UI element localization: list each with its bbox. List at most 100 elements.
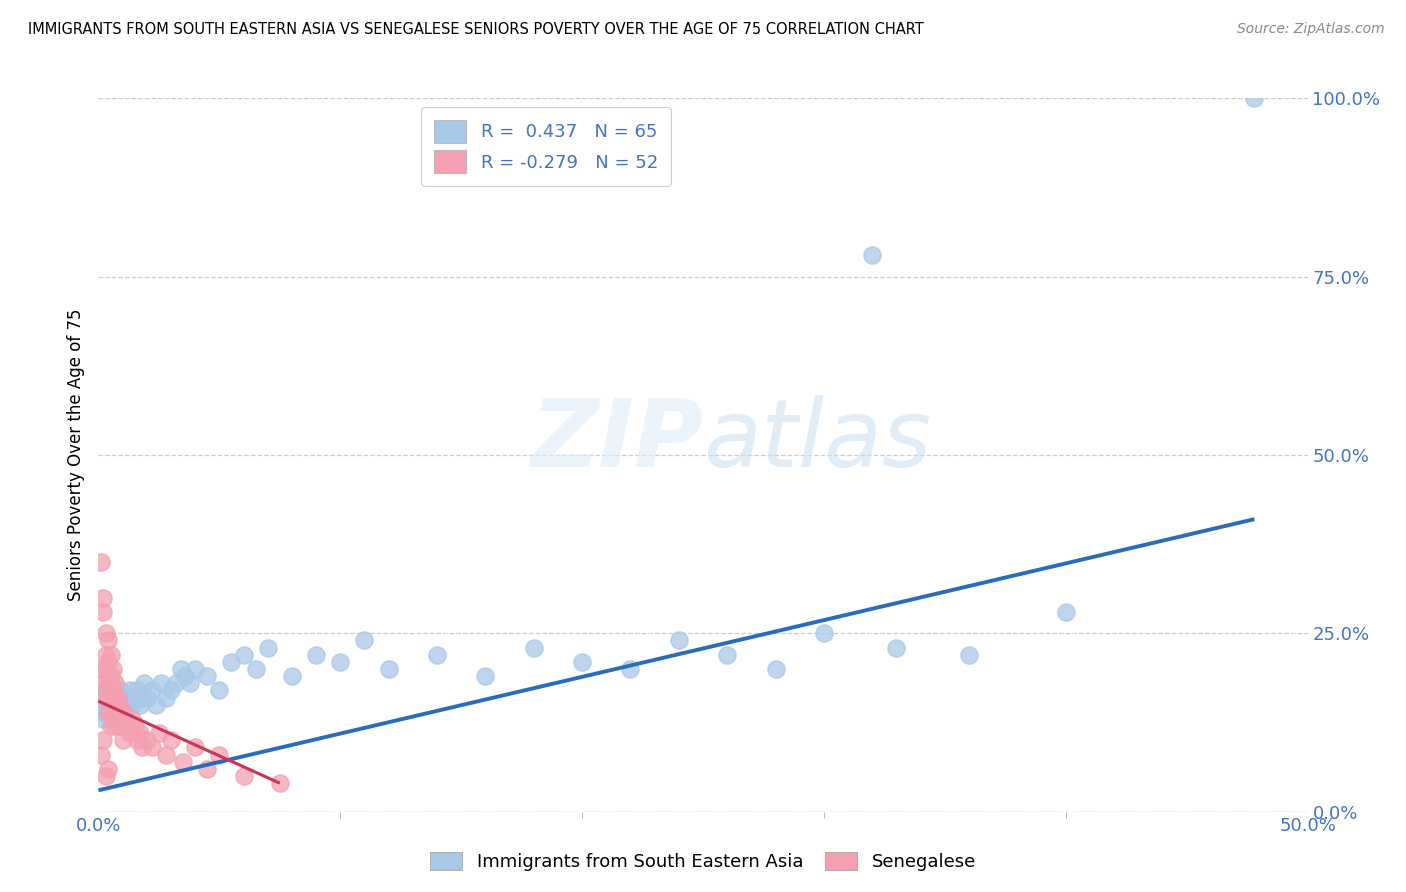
Y-axis label: Seniors Poverty Over the Age of 75: Seniors Poverty Over the Age of 75 [66,309,84,601]
Point [100,669,122,683]
Text: IMMIGRANTS FROM SOUTH EASTERN ASIA VS SENEGALESE SENIORS POVERTY OVER THE AGE OF: IMMIGRANTS FROM SOUTH EASTERN ASIA VS SE… [28,22,924,37]
Point [124,690,146,705]
Point [124,719,146,733]
Point [765,662,787,676]
Point [208,747,231,762]
Point [145,698,167,712]
Point [101,705,124,719]
Point [94,690,117,705]
Point [1243,91,1265,105]
Point [107,690,129,705]
Point [100,683,122,698]
Point [108,683,131,698]
Legend: Immigrants from South Eastern Asia, Senegalese: Immigrants from South Eastern Asia, Sene… [423,845,983,879]
Point [100,648,122,662]
Point [90,555,112,569]
Point [117,690,139,705]
Point [90,662,112,676]
Point [150,676,173,690]
Point [619,662,641,676]
Point [107,712,129,726]
Point [571,655,593,669]
Point [256,640,278,655]
Point [668,633,690,648]
Point [232,648,254,662]
Point [104,698,127,712]
Point [195,762,218,776]
Point [128,698,150,712]
Point [91,676,114,690]
Point [141,683,163,698]
Point [208,683,231,698]
Point [135,733,157,747]
Point [305,648,328,662]
Point [111,690,134,705]
Point [127,733,149,747]
Point [101,705,124,719]
Point [127,683,149,698]
Point [101,662,124,676]
Text: ZIP: ZIP [530,394,703,487]
Point [329,655,352,669]
Point [232,769,254,783]
Point [131,690,153,705]
Point [104,705,127,719]
Point [97,676,120,690]
Point [245,662,267,676]
Point [94,662,117,676]
Point [813,626,835,640]
Text: Source: ZipAtlas.com: Source: ZipAtlas.com [1237,22,1385,37]
Point [94,626,117,640]
Point [118,726,141,740]
Point [97,705,120,719]
Point [94,698,117,712]
Point [184,740,207,755]
Point [108,719,131,733]
Point [104,676,127,690]
Point [111,705,134,719]
Point [97,705,120,719]
Point [97,633,120,648]
Point [118,683,141,698]
Point [160,683,183,698]
Point [141,740,163,755]
Point [426,648,449,662]
Point [174,669,197,683]
Point [91,733,114,747]
Point [107,712,129,726]
Point [111,705,134,719]
Point [155,690,177,705]
Point [100,719,122,733]
Point [128,726,150,740]
Point [353,633,375,648]
Point [1054,605,1077,619]
Point [101,683,124,698]
Legend: R =  0.437   N = 65, R = -0.279   N = 52: R = 0.437 N = 65, R = -0.279 N = 52 [420,107,671,186]
Point [104,719,127,733]
Point [108,698,131,712]
Point [179,676,201,690]
Point [97,655,120,669]
Point [91,605,114,619]
Point [108,698,131,712]
Point [100,712,122,726]
Point [111,733,134,747]
Point [134,676,156,690]
Point [100,690,122,705]
Point [100,698,122,712]
Point [160,733,183,747]
Point [135,690,157,705]
Point [94,769,117,783]
Point [169,662,191,676]
Point [172,755,194,769]
Point [94,648,117,662]
Point [121,712,143,726]
Point [91,591,114,605]
Point [90,705,112,719]
Point [121,698,143,712]
Point [91,712,114,726]
Point [107,690,129,705]
Point [886,640,908,655]
Point [148,726,170,740]
Text: atlas: atlas [703,395,931,486]
